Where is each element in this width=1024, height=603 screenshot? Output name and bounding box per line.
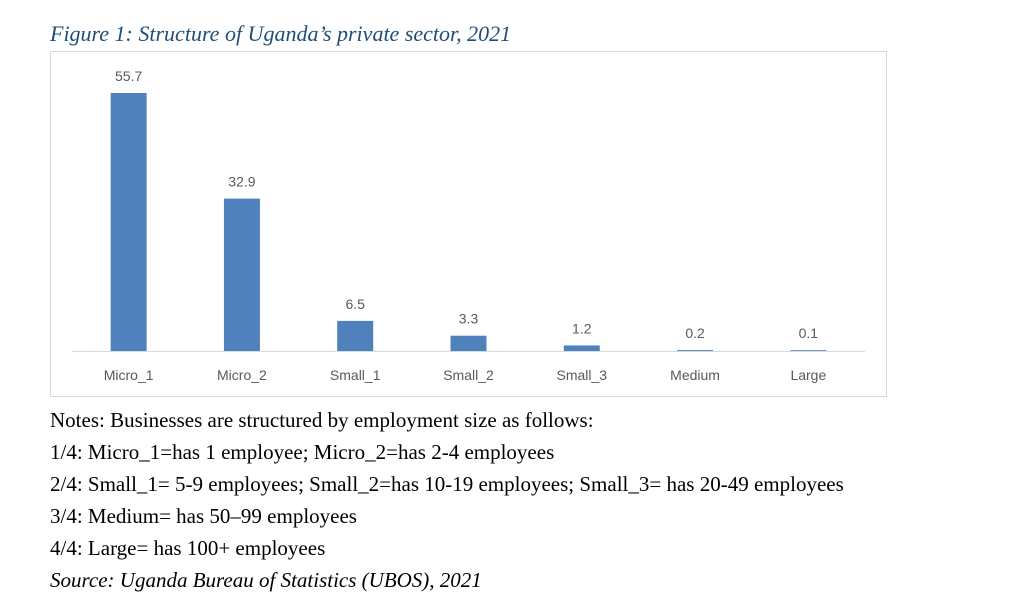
x-tick-label: Small_3 (556, 367, 607, 383)
data-label: 55.7 (115, 68, 142, 84)
notes-line-medium: 3/4: Medium= has 50–99 employees (50, 504, 357, 528)
bar-large (790, 350, 827, 351)
bar-chart: 55.7 Micro_1 32.9 Micro_2 6.5 Small_1 3.3 Small… (72, 68, 865, 383)
notes-line-small: 2/4: Small_1= 5-9 employees; Small_2=has… (50, 472, 844, 496)
bar-micro-1 (110, 93, 147, 351)
notes-block: Notes: Businesses are structured by empl… (50, 404, 844, 596)
figure-title: Figure 1: Structure of Uganda’s private … (50, 21, 512, 46)
data-label: 32.9 (228, 174, 255, 190)
x-tick-label: Micro_1 (104, 367, 154, 383)
x-tick-label: Micro_2 (217, 367, 267, 383)
bar-small-2 (450, 335, 487, 351)
data-label: 3.3 (459, 311, 479, 327)
source-note: Source: Uganda Bureau of Statistics (UBO… (50, 568, 482, 592)
data-label: 0.1 (799, 325, 819, 341)
data-label: 1.2 (572, 320, 592, 336)
chart-frame (50, 51, 887, 397)
bar-medium (677, 350, 714, 351)
notes-heading: Notes: Businesses are structured by empl… (50, 408, 594, 432)
bar-micro-2 (223, 198, 260, 351)
bar-small-3 (563, 345, 600, 351)
data-label: 6.5 (345, 296, 365, 312)
x-tick-label: Large (790, 367, 826, 383)
data-label: 0.2 (685, 325, 705, 341)
notes-line-large: 4/4: Large= has 100+ employees (50, 536, 326, 560)
bar-small-1 (337, 320, 374, 351)
x-tick-label: Small_2 (443, 367, 494, 383)
x-tick-label: Small_1 (330, 367, 381, 383)
x-tick-label: Medium (670, 367, 720, 383)
notes-line-micro: 1/4: Micro_1=has 1 employee; Micro_2=has… (50, 440, 555, 464)
